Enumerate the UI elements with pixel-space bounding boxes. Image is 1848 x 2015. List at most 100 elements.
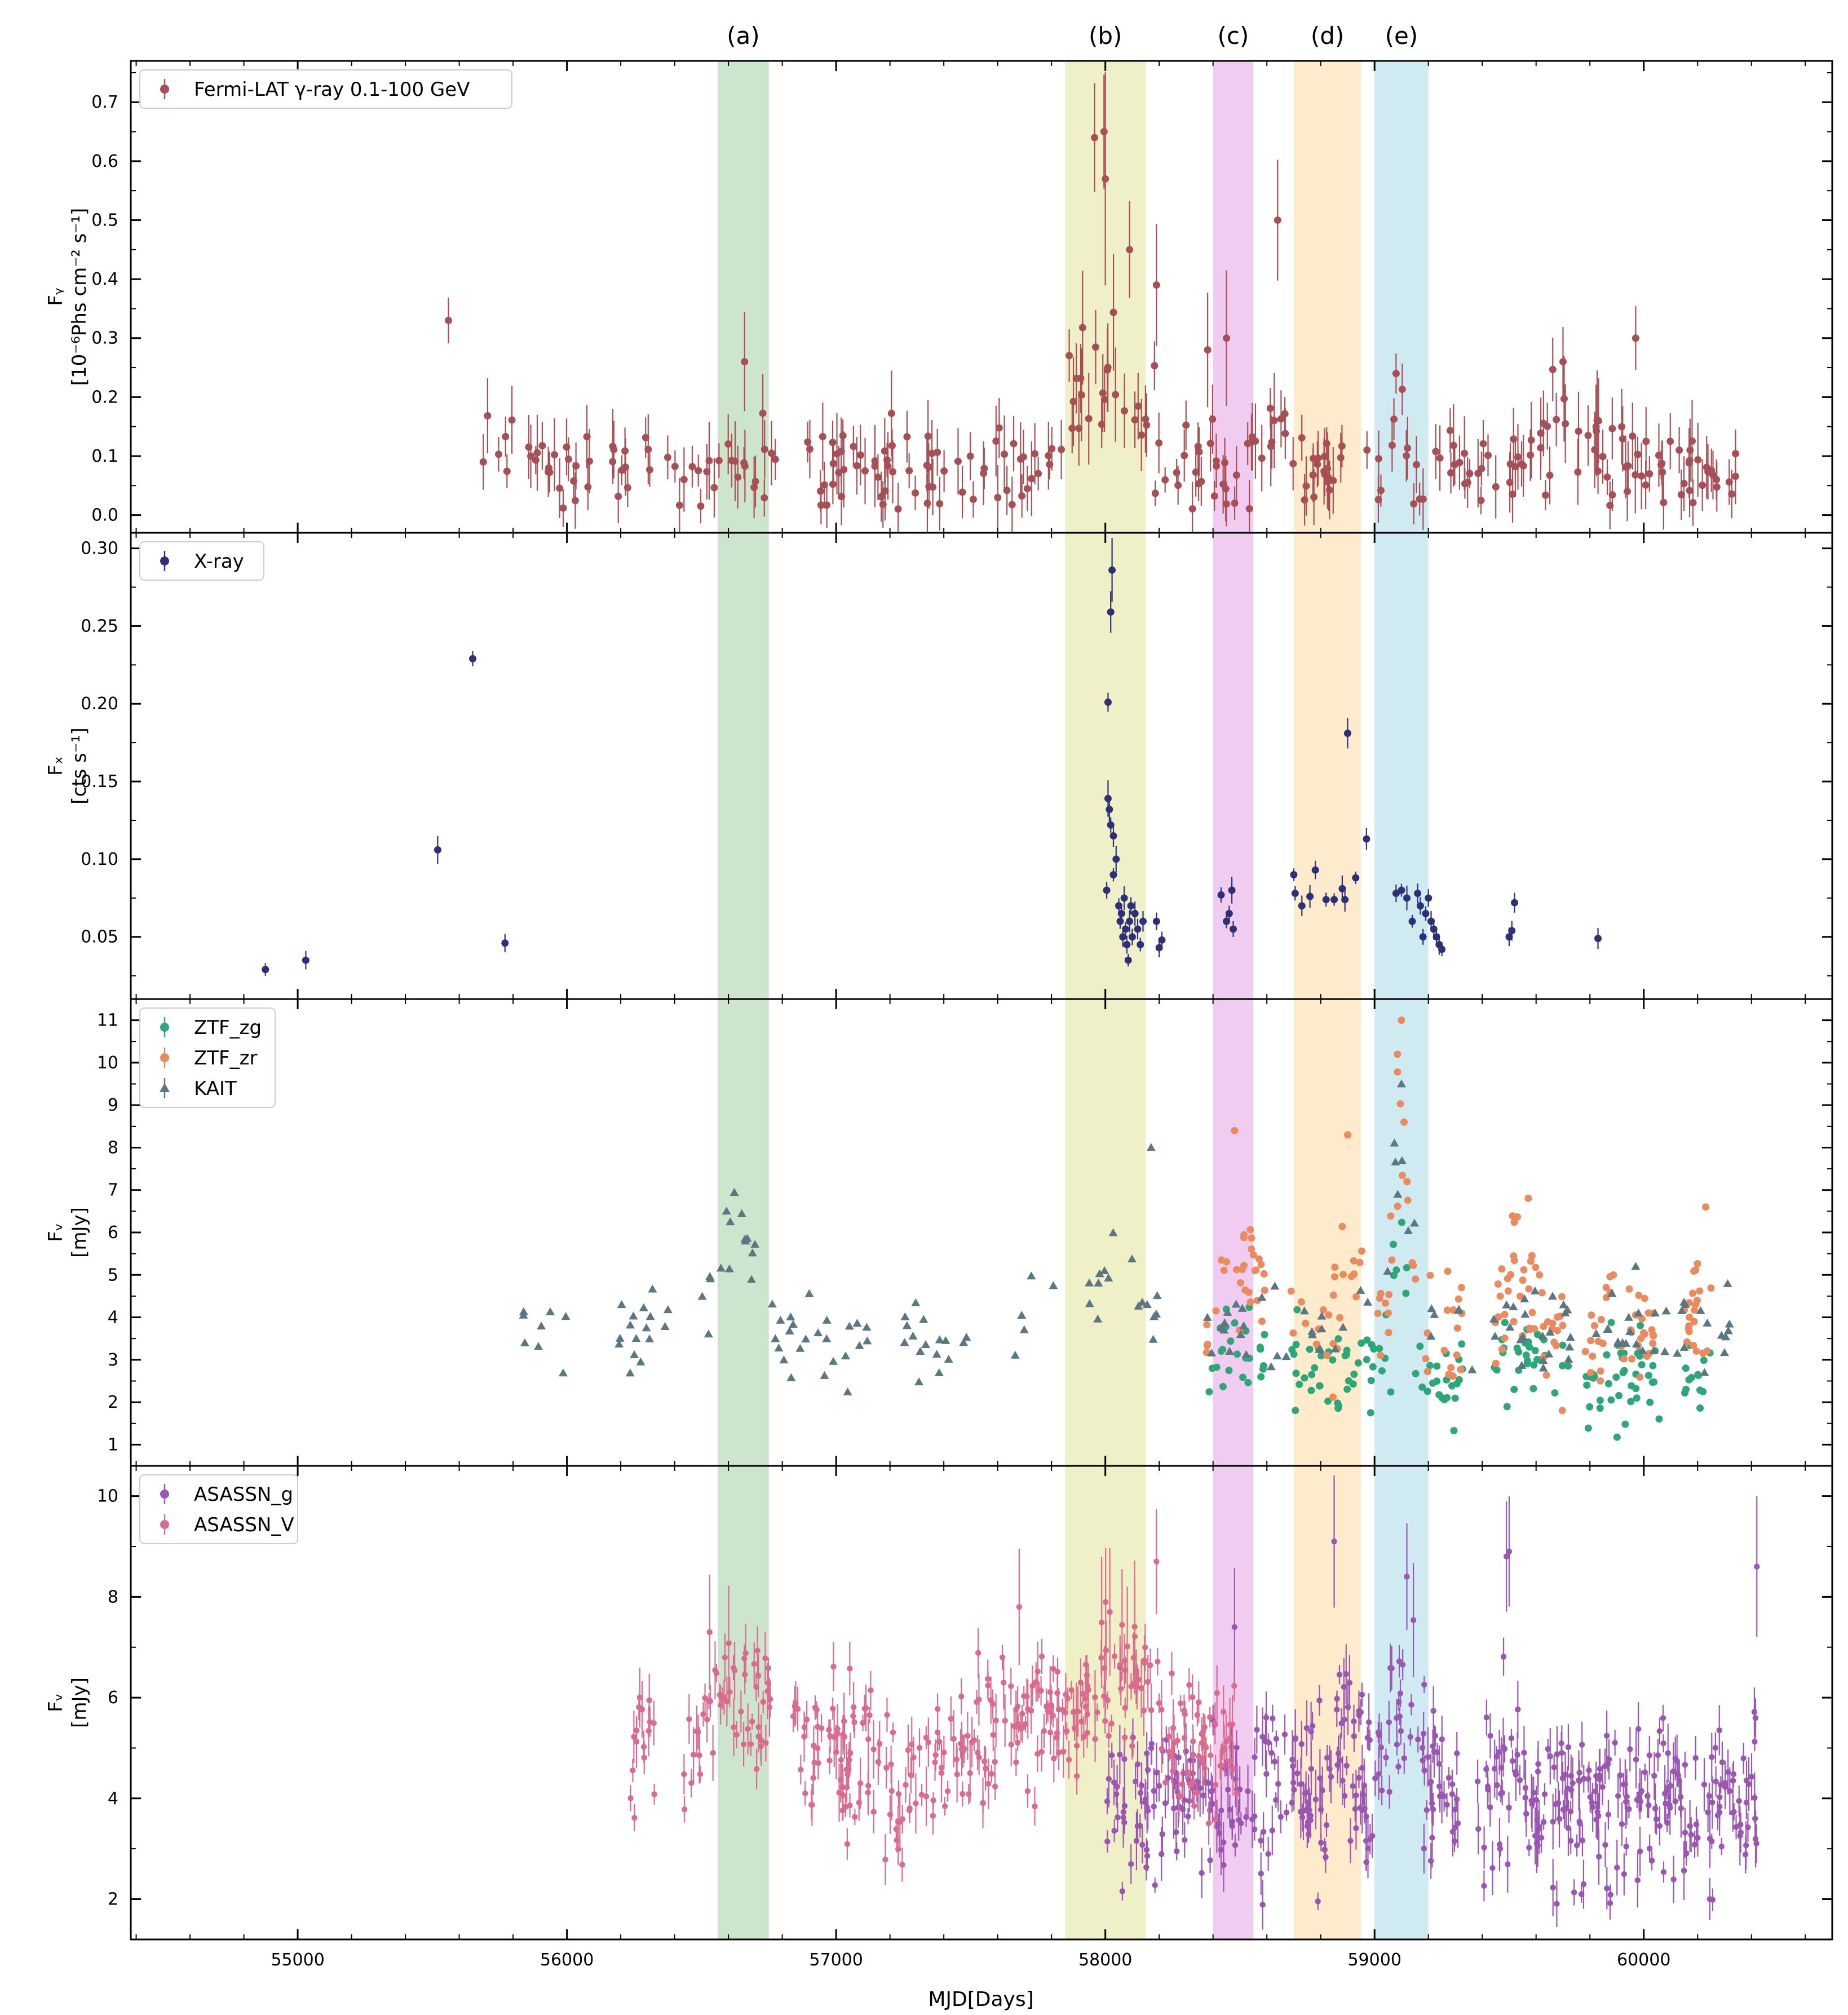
data-point: [1633, 1756, 1639, 1763]
data-point: [525, 443, 533, 451]
data-point: [815, 1760, 821, 1766]
data-point: [1554, 1901, 1560, 1907]
data-point: [1106, 1733, 1112, 1739]
data-point: [1151, 489, 1159, 497]
data-point: [1302, 1319, 1310, 1327]
data-point: [993, 1717, 999, 1724]
data-point: [712, 1667, 718, 1673]
data-point: [688, 463, 696, 471]
data-point: [1291, 890, 1299, 898]
data-point: [1258, 1871, 1264, 1877]
data-point: [861, 467, 869, 475]
data-point: [1327, 1765, 1333, 1772]
x-tick-label: 57000: [809, 1950, 863, 1970]
data-point: [1259, 1362, 1267, 1370]
data-point: [1122, 1705, 1128, 1711]
data-point: [1050, 1712, 1056, 1719]
data-point: [895, 1791, 902, 1797]
band-label: (d): [1311, 22, 1344, 50]
data-point: [1197, 1785, 1203, 1791]
data-point: [1377, 1351, 1385, 1359]
data-point: [1649, 1362, 1657, 1369]
data-point: [1533, 1797, 1540, 1803]
data-point: [1613, 1433, 1621, 1441]
data-point: [1577, 1820, 1583, 1827]
data-point: [1449, 441, 1457, 449]
data-point: [1452, 1806, 1458, 1813]
data-point: [1133, 1838, 1140, 1844]
data-point: [1519, 1276, 1527, 1284]
data-point: [1124, 1643, 1130, 1650]
data-point: [1398, 1728, 1404, 1734]
data-point: [1550, 1819, 1556, 1825]
data-point: [484, 412, 492, 419]
data-point: [1112, 391, 1120, 399]
data-point: [1594, 1337, 1602, 1345]
data-point: [1010, 1350, 1020, 1359]
data-point: [559, 504, 567, 512]
data-point: [1148, 1335, 1158, 1343]
data-point: [751, 1661, 758, 1667]
data-point: [1152, 1882, 1158, 1888]
data-point: [820, 1371, 829, 1379]
data-point: [925, 1739, 931, 1746]
data-point: [1502, 1300, 1511, 1309]
data-point: [1058, 445, 1066, 453]
data-point: [1563, 1805, 1570, 1811]
data-point: [680, 476, 688, 484]
data-point: [1045, 452, 1053, 459]
data-point: [1217, 1347, 1225, 1355]
data-point: [1081, 1734, 1087, 1740]
data-point: [1128, 933, 1136, 941]
data-point: [1407, 1734, 1413, 1740]
data-point: [1143, 1846, 1150, 1853]
data-point: [660, 1322, 670, 1331]
data-point: [1527, 1257, 1535, 1265]
data-point: [651, 1791, 657, 1797]
data-point: [1330, 896, 1338, 904]
data-point: [1628, 1355, 1636, 1363]
data-point: [1055, 1749, 1062, 1756]
data-point: [866, 1712, 873, 1718]
data-point: [820, 481, 828, 489]
data-point: [822, 1334, 832, 1342]
data-point: [1376, 1771, 1382, 1777]
data-point: [1403, 1178, 1411, 1186]
data-point: [1181, 1735, 1188, 1741]
data-point: [1686, 487, 1694, 494]
data-point: [302, 956, 310, 964]
data-point: [839, 1808, 846, 1814]
data-point: [1551, 1389, 1559, 1397]
data-point: [1239, 1321, 1249, 1329]
data-point: [962, 1332, 971, 1341]
data-point: [1142, 1644, 1148, 1651]
data-point: [1222, 485, 1230, 493]
band-labels: (a) (b) (c) (d) (e): [727, 22, 1418, 50]
data-point: [868, 1687, 874, 1694]
y-tick-label: 0.6: [91, 152, 118, 171]
data-point: [1041, 1727, 1047, 1734]
data-point: [1069, 397, 1077, 405]
data-point: [1481, 1883, 1487, 1889]
data-point: [1701, 1782, 1708, 1788]
data-point: [1545, 1746, 1551, 1752]
data-point: [1129, 1743, 1135, 1749]
series-X-ray: [262, 538, 1602, 976]
data-point: [1444, 1267, 1452, 1275]
data-point: [1343, 1762, 1350, 1769]
data-point: [1222, 500, 1230, 508]
data-point: [1518, 460, 1526, 468]
data-point: [1257, 1293, 1267, 1301]
data-point: [1681, 1867, 1687, 1874]
data-point: [1059, 1707, 1066, 1713]
data-point: [1151, 1788, 1157, 1794]
data-point: [1559, 358, 1567, 366]
data-point: [748, 1248, 757, 1257]
data-point: [1323, 440, 1330, 448]
data-point: [1523, 1356, 1531, 1364]
data-point: [1709, 1754, 1715, 1760]
data-point: [1515, 1706, 1521, 1713]
data-point: [1268, 438, 1276, 446]
data-point: [1245, 1788, 1251, 1795]
data-point: [617, 1300, 626, 1309]
